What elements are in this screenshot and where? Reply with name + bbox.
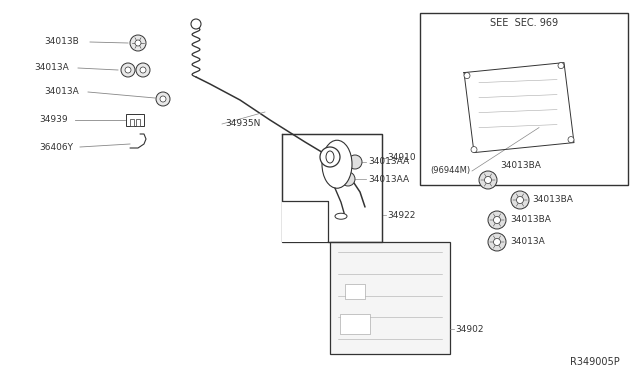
Circle shape <box>140 67 146 73</box>
Text: 34013A: 34013A <box>44 87 79 96</box>
Bar <box>330 242 450 354</box>
Circle shape <box>156 92 170 106</box>
Bar <box>282 134 382 242</box>
Circle shape <box>511 191 529 209</box>
Bar <box>130 119 134 126</box>
Ellipse shape <box>326 151 334 163</box>
Text: 34922: 34922 <box>387 211 415 219</box>
Bar <box>126 114 144 126</box>
Circle shape <box>130 35 146 51</box>
Circle shape <box>493 217 500 224</box>
Circle shape <box>493 238 500 246</box>
Text: (96944M): (96944M) <box>430 167 470 176</box>
Circle shape <box>191 19 201 29</box>
Circle shape <box>516 196 524 203</box>
Circle shape <box>558 62 564 68</box>
Text: SEE  SEC. 969: SEE SEC. 969 <box>490 18 558 28</box>
Text: 34013BA: 34013BA <box>510 215 551 224</box>
Circle shape <box>568 137 574 142</box>
Text: 34939: 34939 <box>39 115 68 125</box>
Text: 34013AA: 34013AA <box>368 174 409 183</box>
Text: 34013AA: 34013AA <box>368 157 409 167</box>
Circle shape <box>484 176 492 183</box>
Text: R349005P: R349005P <box>570 357 620 367</box>
Circle shape <box>135 40 141 46</box>
Text: 34013B: 34013B <box>44 38 79 46</box>
Text: 36406Y: 36406Y <box>39 142 73 151</box>
Text: 34013A: 34013A <box>510 237 545 247</box>
Circle shape <box>488 211 506 229</box>
Circle shape <box>464 73 470 78</box>
Circle shape <box>488 233 506 251</box>
Circle shape <box>320 147 340 167</box>
Circle shape <box>160 96 166 102</box>
Circle shape <box>471 147 477 153</box>
Text: 34013BA: 34013BA <box>500 160 541 170</box>
Text: 34910: 34910 <box>387 153 415 162</box>
Circle shape <box>136 63 150 77</box>
Circle shape <box>121 63 135 77</box>
Circle shape <box>479 171 497 189</box>
Bar <box>420 13 628 185</box>
Text: 34935N: 34935N <box>225 119 260 128</box>
Text: 34013A: 34013A <box>34 64 68 73</box>
Ellipse shape <box>322 140 352 188</box>
Text: 34013BA: 34013BA <box>532 196 573 205</box>
Bar <box>136 119 140 126</box>
Ellipse shape <box>335 213 347 219</box>
Circle shape <box>341 172 355 186</box>
Bar <box>282 201 327 242</box>
Bar <box>340 314 370 334</box>
Circle shape <box>348 155 362 169</box>
Bar <box>345 284 365 299</box>
Text: 34902: 34902 <box>455 324 483 334</box>
Circle shape <box>125 67 131 73</box>
